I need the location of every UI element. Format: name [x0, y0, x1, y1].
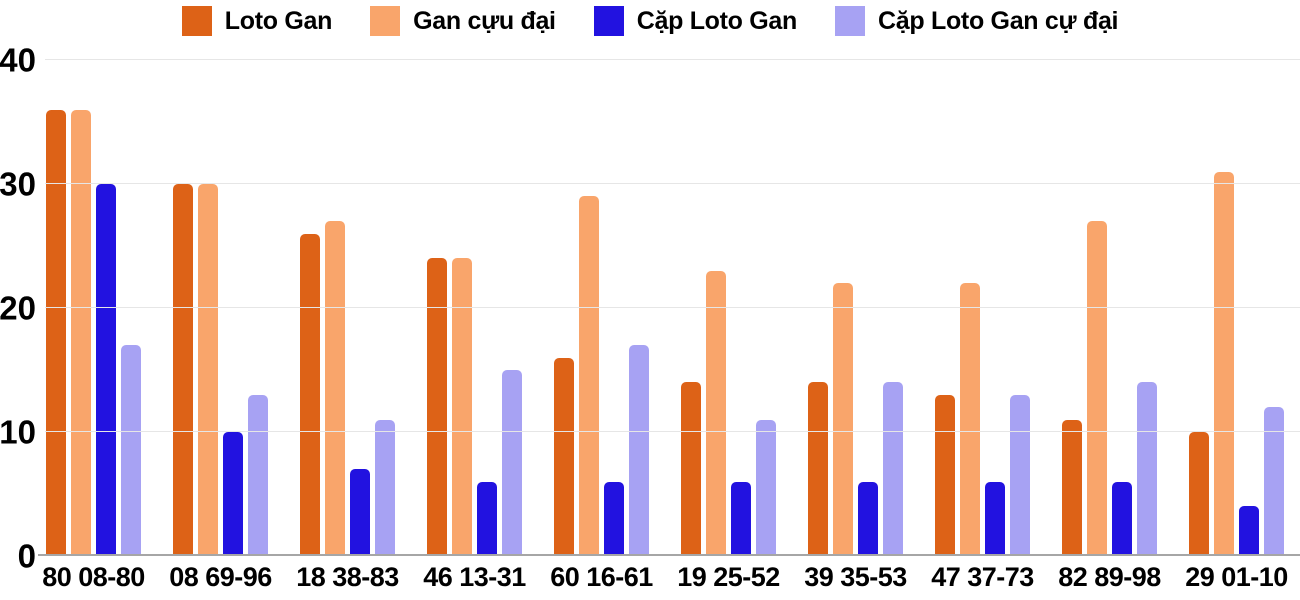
legend-label: Loto Gan — [224, 6, 333, 35]
legend-label: Cặp Loto Gan — [636, 6, 798, 35]
x-axis-label: 82 89-98 — [1058, 562, 1161, 592]
bar-cap-loto-gan-cu-dai[interactable] — [1137, 382, 1157, 556]
bar-cap-loto-gan[interactable] — [1239, 506, 1259, 556]
legend-swatch-icon — [181, 6, 212, 36]
bar-cap-loto-gan[interactable] — [223, 432, 243, 556]
legend-item-loto-gan[interactable]: Loto Gan — [181, 6, 333, 36]
bar-loto-gan[interactable] — [46, 109, 66, 556]
legend-item-cap-loto-gan-cu-dai[interactable]: Cặp Loto Gan cự đại — [835, 6, 1119, 36]
gridline — [45, 307, 1300, 308]
legend: Loto Gan Gan cựu đại Cặp Loto Gan Cặp Loto … — [0, 6, 1300, 36]
bar-group — [284, 60, 411, 556]
bar-gan-cuu-dai[interactable] — [1087, 221, 1107, 556]
bar-gan-cuu-dai[interactable] — [452, 258, 472, 556]
bar-gan-cuu-dai[interactable] — [706, 270, 726, 556]
bar-cap-loto-gan[interactable] — [858, 481, 878, 556]
gridline — [45, 183, 1300, 184]
bar-loto-gan[interactable] — [808, 382, 828, 556]
bar-cap-loto-gan[interactable] — [604, 481, 624, 556]
bar-gan-cuu-dai[interactable] — [833, 283, 853, 556]
x-axis-label: 19 25-52 — [677, 562, 780, 592]
bar-cap-loto-gan[interactable] — [1112, 481, 1132, 556]
x-axis-label: 18 38-83 — [296, 562, 399, 592]
bar-cap-loto-gan-cu-dai[interactable] — [375, 419, 395, 556]
legend-item-gan-cuu-dai[interactable]: Gan cựu đại — [370, 6, 556, 36]
x-axis-label: 39 35-53 — [804, 562, 907, 592]
bar-cap-loto-gan-cu-dai[interactable] — [629, 345, 649, 556]
bar-loto-gan[interactable] — [935, 394, 955, 556]
bar-gan-cuu-dai[interactable] — [960, 283, 980, 556]
bar-loto-gan[interactable] — [173, 184, 193, 556]
bar-loto-gan[interactable] — [554, 357, 574, 556]
bar-cap-loto-gan[interactable] — [731, 481, 751, 556]
x-axis-label: 29 01-10 — [1185, 562, 1288, 592]
y-axis-label: 30 — [0, 165, 36, 203]
bar-cap-loto-gan-cu-dai[interactable] — [121, 345, 141, 556]
chart-plot-area — [30, 59, 1300, 556]
bar-cap-loto-gan-cu-dai[interactable] — [883, 382, 903, 556]
bar-group — [411, 60, 538, 556]
y-axis: 0 10 20 30 40 — [0, 44, 38, 573]
bar-group — [792, 60, 919, 556]
y-axis-label: 20 — [0, 289, 36, 327]
bar-loto-gan[interactable] — [681, 382, 701, 556]
bar-cap-loto-gan-cu-dai[interactable] — [248, 394, 268, 556]
bar-group — [157, 60, 284, 556]
legend-item-cap-loto-gan[interactable]: Cặp Loto Gan — [593, 6, 798, 36]
bar-group — [919, 60, 1046, 556]
x-axis-label: 60 16-61 — [550, 562, 653, 592]
bar-gan-cuu-dai[interactable] — [71, 109, 91, 556]
bar-cap-loto-gan[interactable] — [477, 481, 497, 556]
bar-cap-loto-gan[interactable] — [985, 481, 1005, 556]
bar-loto-gan[interactable] — [300, 233, 320, 556]
bar-group — [538, 60, 665, 556]
legend-label: Gan cựu đại — [413, 6, 556, 35]
x-axis-label: 80 08-80 — [42, 562, 145, 592]
gridline — [45, 59, 1300, 60]
legend-swatch-icon — [593, 6, 624, 36]
x-axis: 80 08-80 08 69-96 18 38-83 46 13-31 60 16-61… — [30, 562, 1300, 593]
bar-group — [665, 60, 792, 556]
bar-gan-cuu-dai[interactable] — [325, 221, 345, 556]
gridline — [45, 431, 1300, 432]
bar-group — [30, 60, 157, 556]
x-axis-label: 47 37-73 — [931, 562, 1034, 592]
bar-gan-cuu-dai[interactable] — [1214, 171, 1234, 556]
bar-gan-cuu-dai[interactable] — [198, 184, 218, 556]
bar-cap-loto-gan[interactable] — [350, 469, 370, 556]
plot-area — [30, 60, 1300, 556]
bar-gan-cuu-dai[interactable] — [579, 196, 599, 556]
bar-group — [1173, 60, 1300, 556]
bar-loto-gan[interactable] — [1189, 432, 1209, 556]
bar-group — [1046, 60, 1173, 556]
legend-swatch-icon — [370, 6, 401, 36]
x-axis-label: 46 13-31 — [423, 562, 526, 592]
x-axis-label: 08 69-96 — [169, 562, 272, 592]
bar-cap-loto-gan-cu-dai[interactable] — [1010, 394, 1030, 556]
legend-label: Cặp Loto Gan cự đại — [878, 6, 1119, 35]
y-axis-label: 0 — [17, 537, 36, 575]
legend-swatch-icon — [835, 6, 865, 36]
bar-loto-gan[interactable] — [427, 258, 447, 556]
x-axis-line — [38, 554, 1300, 556]
bar-cap-loto-gan-cu-dai[interactable] — [1264, 407, 1284, 556]
bar-cap-loto-gan-cu-dai[interactable] — [502, 370, 522, 556]
y-axis-label: 10 — [0, 413, 36, 451]
y-axis-label: 40 — [0, 41, 36, 79]
bar-cap-loto-gan[interactable] — [96, 184, 116, 556]
bar-loto-gan[interactable] — [1062, 419, 1082, 556]
bar-cap-loto-gan-cu-dai[interactable] — [756, 419, 776, 556]
